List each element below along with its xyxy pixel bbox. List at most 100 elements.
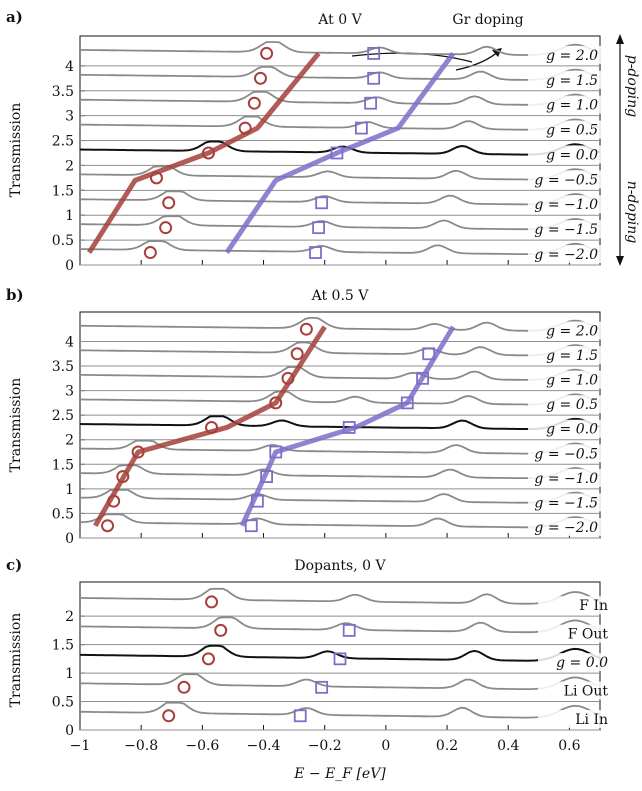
resonance-square <box>312 221 325 235</box>
y-tick-label: 2 <box>65 158 74 174</box>
y-tick-label: 3 <box>65 384 74 400</box>
series-label-bg <box>528 120 608 139</box>
transmission-curve <box>80 366 601 381</box>
gr-doping-label: Gr doping <box>452 12 523 28</box>
resonance-circle <box>205 595 219 609</box>
series-label: g = 1.0 <box>546 98 598 114</box>
series-label: g = −2.0 <box>534 520 598 536</box>
n-doping-arrowhead <box>616 256 624 266</box>
resonance-circle <box>149 171 163 185</box>
resonance-circle <box>253 71 267 85</box>
resonance-square <box>333 652 347 666</box>
resonance-circle <box>101 519 115 533</box>
y-tick-label: 1 <box>65 208 74 224</box>
n-doping-label: n-doping <box>624 181 640 244</box>
series-label: g = −0.5 <box>534 172 598 188</box>
series-label-bg <box>528 70 608 89</box>
series-label: g = 1.0 <box>546 373 598 389</box>
y-tick-label: 0.5 <box>52 233 74 249</box>
reference-curve <box>80 644 601 662</box>
x-tick-label: 0 <box>381 738 390 754</box>
resonance-square <box>342 623 356 637</box>
series-label-bg <box>528 321 608 340</box>
resonance-circle <box>131 445 145 459</box>
resonance-circle <box>143 246 157 260</box>
resonance-square <box>260 470 273 483</box>
transmission-curve <box>79 513 601 529</box>
series-label: g = 0.0 <box>546 422 598 438</box>
transmission-curve <box>80 439 601 455</box>
resonance-square <box>269 445 283 459</box>
y-tick-label: 3.5 <box>52 84 74 100</box>
resonance-square <box>416 371 429 385</box>
transmission-curve <box>80 390 601 406</box>
resonance-square <box>364 96 377 110</box>
resonance-circle <box>290 347 304 361</box>
resonance-circle <box>205 420 219 434</box>
series-label: g = −2.0 <box>534 247 598 263</box>
transmission-curve <box>80 240 601 255</box>
panel-c-title: Dopants, 0 V <box>294 558 386 574</box>
resonance-square <box>315 680 329 694</box>
resonance-circle <box>201 652 215 666</box>
p-doping-label: p-doping <box>624 55 640 118</box>
p-shift-line <box>224 51 456 254</box>
series-label-bg <box>528 195 608 214</box>
panel-b: b) At 0.5 V Transmission 0 0.5 1 1.5 2 2.5 3 3.… <box>6 286 608 547</box>
series-label: g = 0.5 <box>546 123 598 139</box>
resonance-circle <box>247 96 261 110</box>
transmission-curve <box>79 464 601 479</box>
n-shift-line <box>93 325 327 527</box>
series-label: g = 0.5 <box>546 397 598 413</box>
transmission-curve <box>79 66 601 81</box>
resonance-square <box>309 246 322 259</box>
transmission-curve <box>80 317 601 332</box>
series-label-bg <box>528 444 608 463</box>
panel-c-ylabel: Transmission <box>8 613 24 708</box>
panel-b-label: b) <box>6 286 24 304</box>
panel-c-label: c) <box>6 556 22 574</box>
x-tick-label: −1 <box>70 738 91 754</box>
y-tick-label: 0.5 <box>52 695 74 711</box>
resonance-square <box>355 121 368 135</box>
resonance-circle <box>162 196 176 210</box>
series-label: g = −1.0 <box>534 471 598 487</box>
series-label-bg <box>528 370 608 389</box>
y-tick-label: 2.5 <box>52 408 74 424</box>
series-label-bg <box>528 245 608 263</box>
series-label: F In <box>579 598 608 614</box>
resonance-circle <box>299 322 313 336</box>
series-label-bg <box>538 596 618 615</box>
resonance-square <box>400 396 414 410</box>
series-label-bg <box>528 220 608 239</box>
y-tick-label: 1.5 <box>52 638 74 654</box>
x-tick-label: 0.6 <box>558 738 580 754</box>
series-label: g = 0.0 <box>556 655 608 671</box>
panel-a-title: At 0 V <box>317 12 362 28</box>
x-axis: −1 −0.8 −0.6 −0.4 −0.2 0 0.2 0.4 0.6 <box>70 738 581 754</box>
series-label-bg <box>528 145 608 164</box>
series-label-bg <box>528 518 608 536</box>
n-shift-line <box>87 51 321 254</box>
x-tick-label: 0.2 <box>436 738 458 754</box>
y-tick-label: 2 <box>65 433 74 449</box>
x-tick-label: −0.2 <box>308 738 342 754</box>
series-label-bg <box>538 681 618 700</box>
y-tick-label: 0.5 <box>52 506 74 522</box>
transmission-curve <box>80 190 601 206</box>
x-tick-label: −0.4 <box>247 738 281 754</box>
series-label: g = 1.5 <box>546 73 598 89</box>
series-label-bg <box>528 493 608 512</box>
transmission-curve <box>79 616 601 634</box>
resonance-circle <box>159 221 173 235</box>
transmission-curve <box>79 41 601 56</box>
resonance-square <box>342 421 356 434</box>
series-label-bg <box>538 624 618 643</box>
x-tick-label: 0.4 <box>497 738 519 754</box>
y-tick-label: 2 <box>65 609 74 625</box>
series-label: g = 0.0 <box>546 147 598 163</box>
series-label-bg <box>528 170 608 189</box>
y-tick-label: 1 <box>65 482 74 498</box>
panel-b-ylabel: Transmission <box>8 378 24 473</box>
